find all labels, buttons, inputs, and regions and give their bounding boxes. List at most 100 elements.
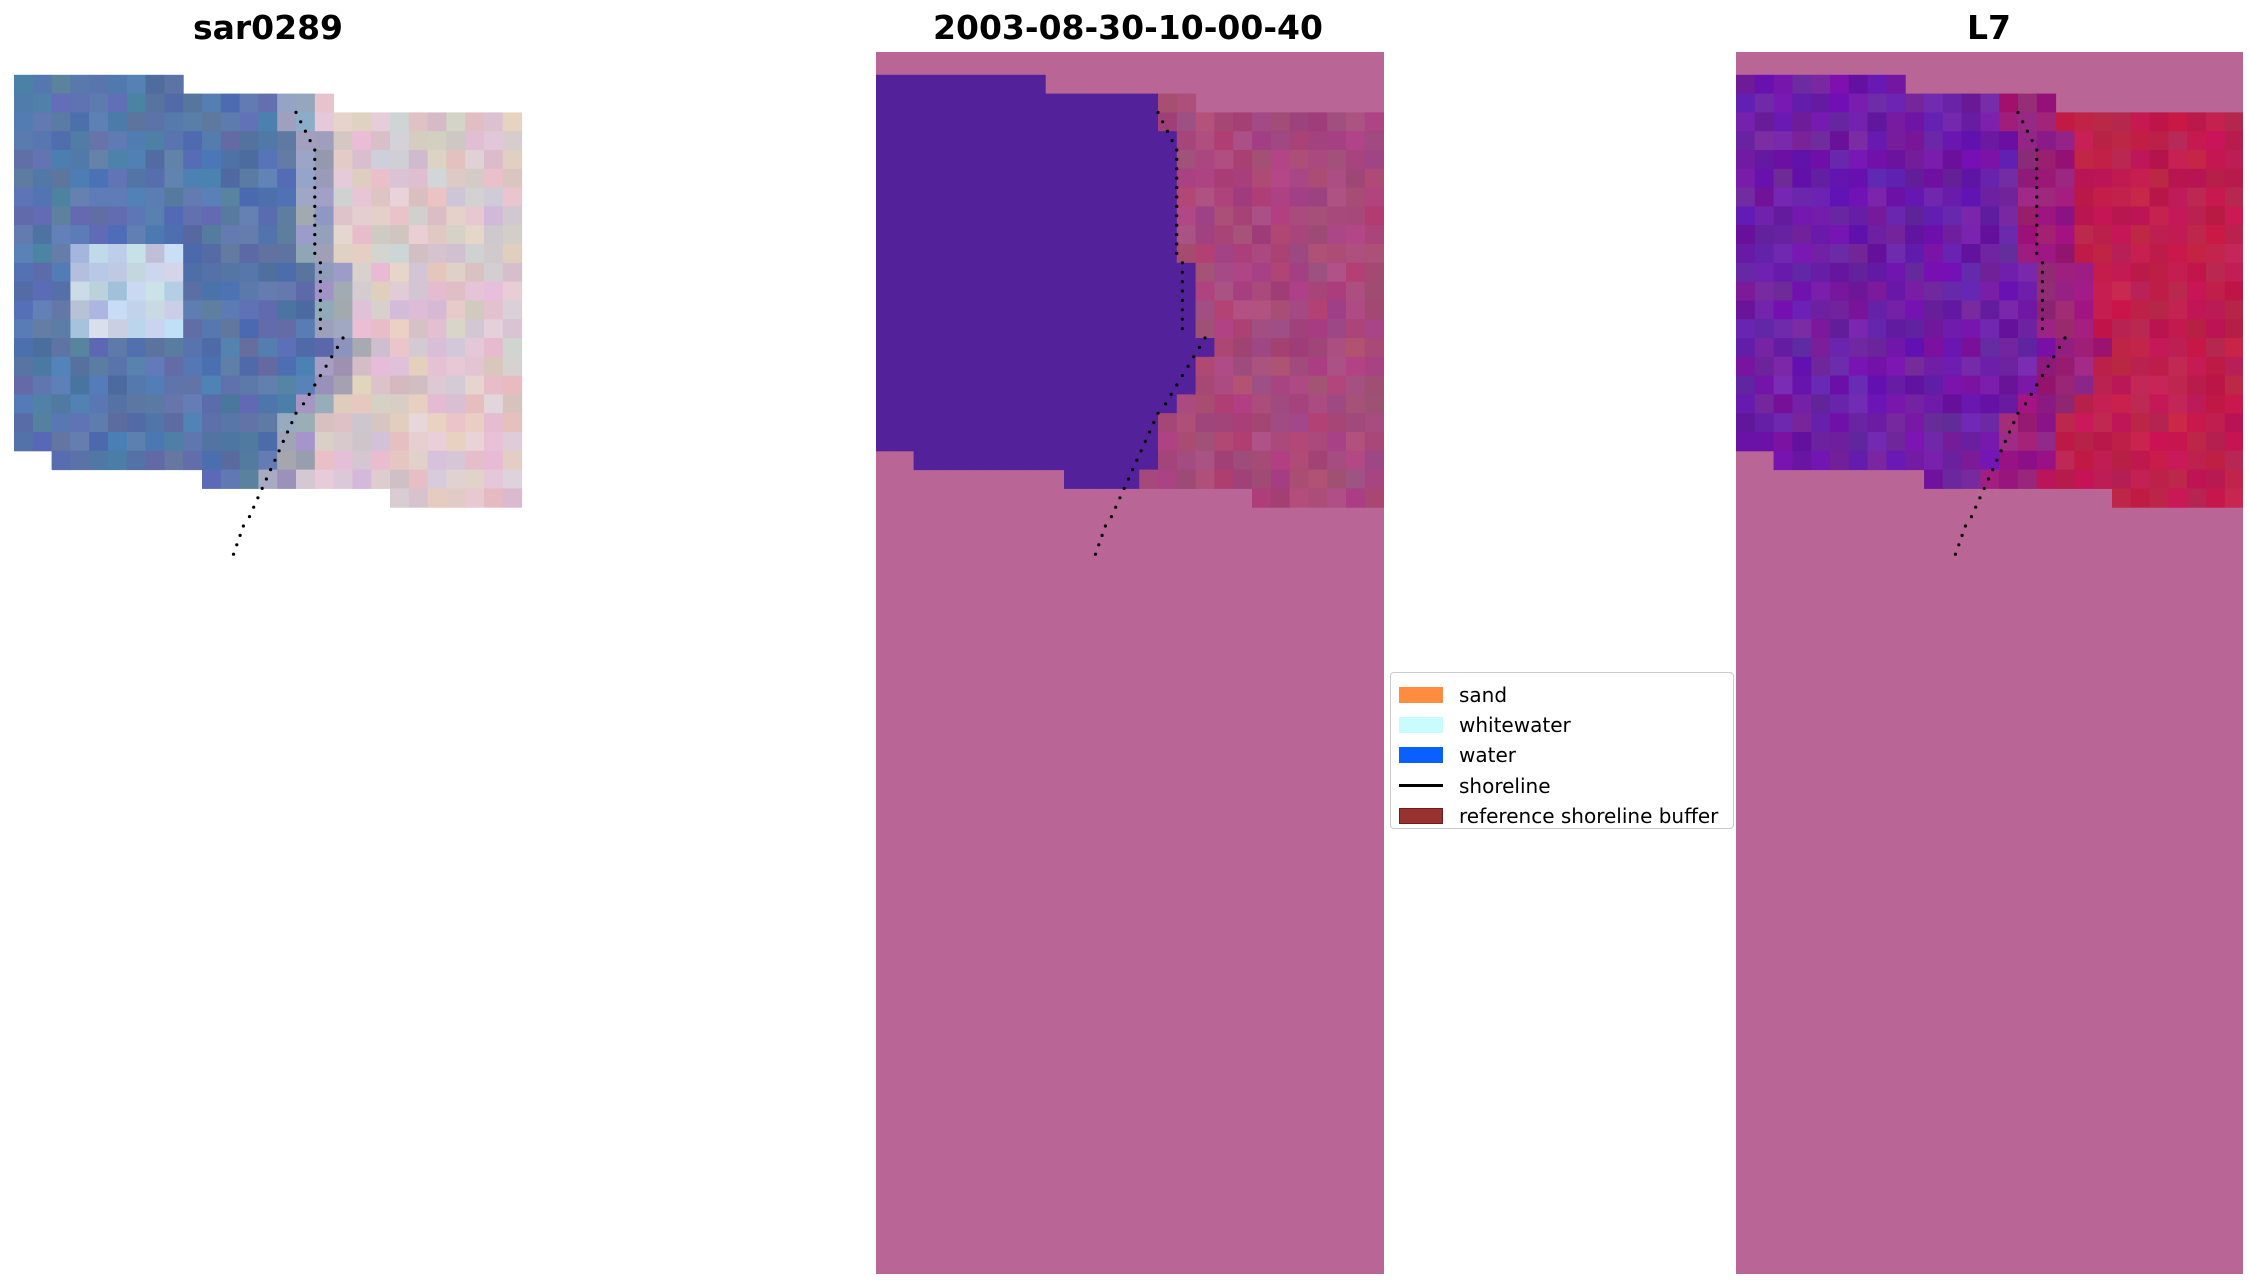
index-pixel <box>1980 450 2000 471</box>
index-pixel <box>2187 206 2207 226</box>
rgb-pixel <box>51 93 71 113</box>
index-pixel <box>2055 112 2075 132</box>
index-pixel <box>1754 187 1775 207</box>
index-pixel <box>1961 150 1981 170</box>
rgb-pixel <box>371 338 391 358</box>
shoreline-point <box>1093 552 1098 556</box>
index-pixel <box>1905 319 1925 339</box>
class-pixel <box>1364 131 1384 151</box>
class-pixel <box>1120 112 1140 132</box>
class-pixel <box>951 356 971 377</box>
index-pixel <box>2093 375 2113 395</box>
shoreline-point <box>1161 120 1165 124</box>
class-pixel <box>1139 244 1159 264</box>
index-pixel <box>2168 281 2188 301</box>
rgb-pixel <box>32 112 53 132</box>
rgb-pixel <box>484 488 504 508</box>
index-pixel <box>2112 281 2132 301</box>
class-pixel <box>913 281 933 301</box>
rgb-pixel <box>277 356 297 377</box>
class-pixel <box>1101 375 1121 395</box>
rgb-pixel <box>183 300 203 320</box>
index-pixel <box>2168 262 2188 283</box>
shoreline-point <box>2035 195 2039 199</box>
class-pixel <box>1214 450 1234 471</box>
index-pixel <box>1999 131 2019 151</box>
class-pixel <box>913 206 933 226</box>
rgb-pixel <box>258 187 278 207</box>
class-pixel <box>1139 168 1159 189</box>
rgb-pixel <box>314 281 335 301</box>
index-pixel <box>2149 319 2169 339</box>
class-pixel <box>932 450 952 471</box>
rgb-pixel <box>51 394 71 414</box>
whitewater-swatch <box>1399 717 1443 734</box>
class-pixel <box>1364 187 1384 207</box>
class-pixel <box>1026 93 1046 113</box>
class-pixel <box>1120 375 1140 395</box>
class-pixel <box>1346 225 1366 245</box>
index-pixel <box>2018 450 2038 471</box>
class-pixel <box>1364 375 1384 395</box>
rgb-pixel <box>258 338 278 358</box>
rgb-pixel <box>183 394 203 414</box>
rgb-pixel <box>14 319 34 339</box>
rgb-pixel <box>427 131 447 151</box>
class-pixel <box>932 300 952 320</box>
index-pixel <box>2168 356 2188 377</box>
class-pixel <box>1158 244 1178 264</box>
index-pixel <box>1736 319 1756 339</box>
index-pixel <box>2224 469 2243 489</box>
rgb-pixel <box>408 131 429 151</box>
rgb-pixel <box>427 187 447 207</box>
index-pixel <box>1924 225 1944 245</box>
class-pixel <box>932 206 952 226</box>
shoreline-point <box>335 345 339 349</box>
rgb-pixel <box>296 338 316 358</box>
rgb-pixel <box>145 450 165 471</box>
class-pixel <box>913 225 933 245</box>
shoreline-point <box>1118 496 1122 500</box>
rgb-pixel <box>371 225 391 245</box>
rgb-pixel <box>108 319 128 339</box>
index-pixel <box>1961 450 1981 471</box>
rgb-pixel <box>446 112 466 132</box>
class-pixel <box>1007 168 1027 189</box>
index-pixel <box>1773 356 1793 377</box>
class-pixel <box>1195 206 1215 226</box>
rgb-pixel <box>408 168 429 189</box>
rgb-pixel <box>296 262 316 283</box>
index-pixel <box>2130 413 2151 433</box>
rgb-pixel <box>427 112 447 132</box>
rgb-pixel <box>446 356 466 377</box>
rgb-pixel <box>352 338 372 358</box>
shoreline-point <box>1180 374 1184 378</box>
index-pixel <box>1773 168 1793 189</box>
class-pixel <box>1007 74 1027 95</box>
class-pixel <box>1158 375 1178 395</box>
class-pixel <box>1064 319 1084 339</box>
shoreline-point <box>318 317 322 321</box>
rgb-pixel <box>145 319 165 339</box>
rgb-pixel <box>390 469 410 489</box>
shoreline-point <box>269 468 273 472</box>
index-pixel <box>2187 413 2207 433</box>
rgb-pixel <box>108 375 128 395</box>
rgb-pixel <box>14 74 34 95</box>
class-pixel <box>894 338 915 358</box>
rgb-pixel <box>446 394 466 414</box>
rgb-pixel <box>408 281 429 301</box>
index-pixel <box>2206 319 2226 339</box>
rgb-pixel <box>465 150 485 170</box>
index-pixel <box>1792 450 1812 471</box>
rgb-pixel <box>70 319 90 339</box>
index-pixel <box>2055 450 2075 471</box>
rgb-pixel <box>183 225 203 245</box>
shoreline-point <box>2035 186 2039 190</box>
rgb-pixel <box>220 450 241 471</box>
index-pixel <box>1961 131 1981 151</box>
shoreline-point <box>1192 355 1196 359</box>
index-pixel <box>1886 206 1906 226</box>
class-pixel <box>1364 469 1384 489</box>
rgb-pixel <box>126 93 147 113</box>
